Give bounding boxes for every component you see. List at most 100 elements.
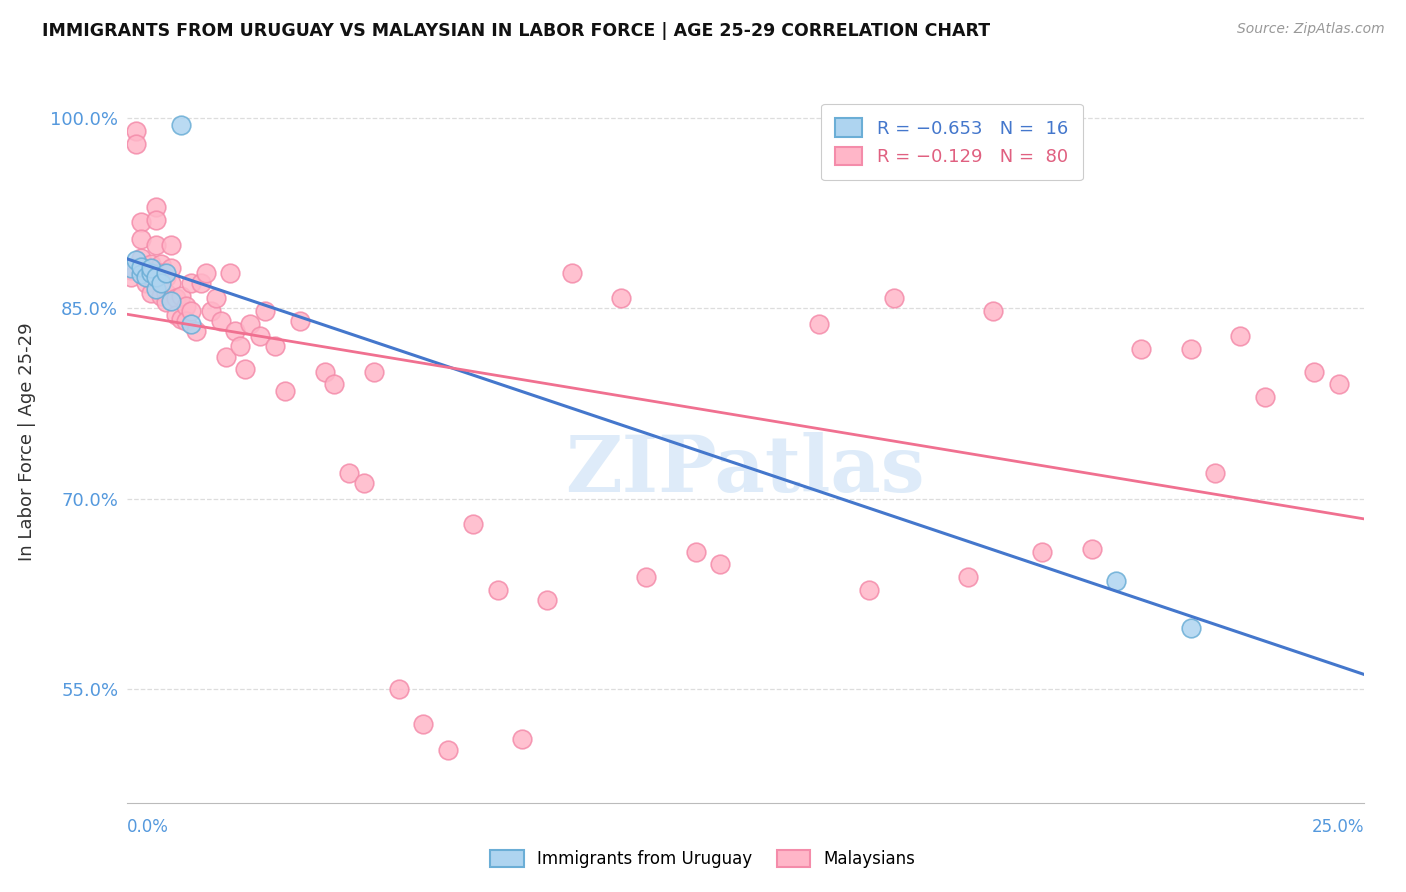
Point	[981, 304, 1004, 318]
Point	[160, 293, 183, 308]
Point	[194, 266, 217, 280]
Point	[121, 260, 143, 275]
Point	[145, 282, 167, 296]
Point	[180, 304, 202, 318]
Point	[808, 317, 831, 331]
Point	[155, 269, 177, 284]
Text: ZIPatlas: ZIPatlas	[565, 433, 925, 508]
Point	[254, 304, 277, 318]
Point	[170, 311, 193, 326]
Point	[155, 266, 177, 280]
Point	[883, 291, 905, 305]
Text: 0.0%: 0.0%	[127, 818, 169, 836]
Point	[288, 314, 311, 328]
Point	[1180, 621, 1202, 635]
Point	[125, 253, 148, 268]
Point	[125, 124, 148, 138]
Point	[233, 362, 256, 376]
Point	[131, 267, 153, 281]
Point	[363, 365, 385, 379]
Legend: Immigrants from Uruguay, Malaysians: Immigrants from Uruguay, Malaysians	[484, 843, 922, 875]
Point	[155, 295, 177, 310]
Point	[135, 263, 157, 277]
Point	[135, 276, 157, 290]
Point	[610, 291, 633, 305]
Point	[135, 269, 157, 284]
Point	[145, 238, 167, 252]
Point	[145, 212, 167, 227]
Point	[160, 276, 183, 290]
Point	[224, 324, 246, 338]
Point	[150, 289, 173, 303]
Point	[512, 732, 534, 747]
Point	[709, 558, 731, 572]
Point	[141, 257, 163, 271]
Point	[121, 269, 143, 284]
Point	[145, 200, 167, 214]
Point	[858, 582, 880, 597]
Point	[184, 324, 207, 338]
Point	[1327, 377, 1350, 392]
Legend: R = −0.653   N =  16, R = −0.129   N =  80: R = −0.653 N = 16, R = −0.129 N = 80	[821, 103, 1083, 180]
Point	[165, 308, 187, 322]
Point	[1105, 574, 1128, 588]
Point	[121, 263, 143, 277]
Point	[150, 266, 173, 280]
Point	[141, 266, 163, 280]
Point	[1303, 365, 1326, 379]
Point	[412, 717, 434, 731]
Point	[314, 365, 336, 379]
Text: IMMIGRANTS FROM URUGUAY VS MALAYSIAN IN LABOR FORCE | AGE 25-29 CORRELATION CHAR: IMMIGRANTS FROM URUGUAY VS MALAYSIAN IN …	[42, 22, 990, 40]
Point	[155, 286, 177, 301]
Point	[180, 276, 202, 290]
Point	[219, 266, 242, 280]
Point	[214, 350, 236, 364]
Point	[561, 266, 583, 280]
Point	[636, 570, 658, 584]
Point	[1254, 390, 1277, 404]
Point	[131, 232, 153, 246]
Point	[1031, 545, 1053, 559]
Point	[1180, 342, 1202, 356]
Point	[461, 516, 484, 531]
Point	[200, 304, 222, 318]
Point	[353, 476, 375, 491]
Point	[174, 299, 197, 313]
Point	[1130, 342, 1153, 356]
Point	[170, 289, 193, 303]
Point	[141, 260, 163, 275]
Point	[150, 257, 173, 271]
Point	[180, 317, 202, 331]
Point	[264, 339, 287, 353]
Point	[141, 286, 163, 301]
Point	[141, 269, 163, 284]
Point	[1229, 329, 1251, 343]
Point	[1080, 542, 1102, 557]
Point	[204, 291, 226, 305]
Point	[229, 339, 252, 353]
Point	[1204, 467, 1226, 481]
Point	[160, 260, 183, 275]
Point	[486, 582, 509, 597]
Text: 25.0%: 25.0%	[1312, 818, 1364, 836]
Point	[131, 260, 153, 274]
Point	[174, 314, 197, 328]
Point	[337, 467, 360, 481]
Point	[145, 269, 167, 284]
Point	[437, 742, 460, 756]
Point	[323, 377, 346, 392]
Point	[131, 215, 153, 229]
Point	[125, 136, 148, 151]
Point	[131, 251, 153, 265]
Point	[536, 593, 558, 607]
Point	[685, 545, 707, 559]
Point	[150, 276, 173, 290]
Point	[160, 238, 183, 252]
Point	[209, 314, 232, 328]
Point	[274, 384, 297, 398]
Point	[956, 570, 979, 584]
Text: Source: ZipAtlas.com: Source: ZipAtlas.com	[1237, 22, 1385, 37]
Point	[190, 276, 212, 290]
Point	[165, 291, 187, 305]
Point	[249, 329, 271, 343]
